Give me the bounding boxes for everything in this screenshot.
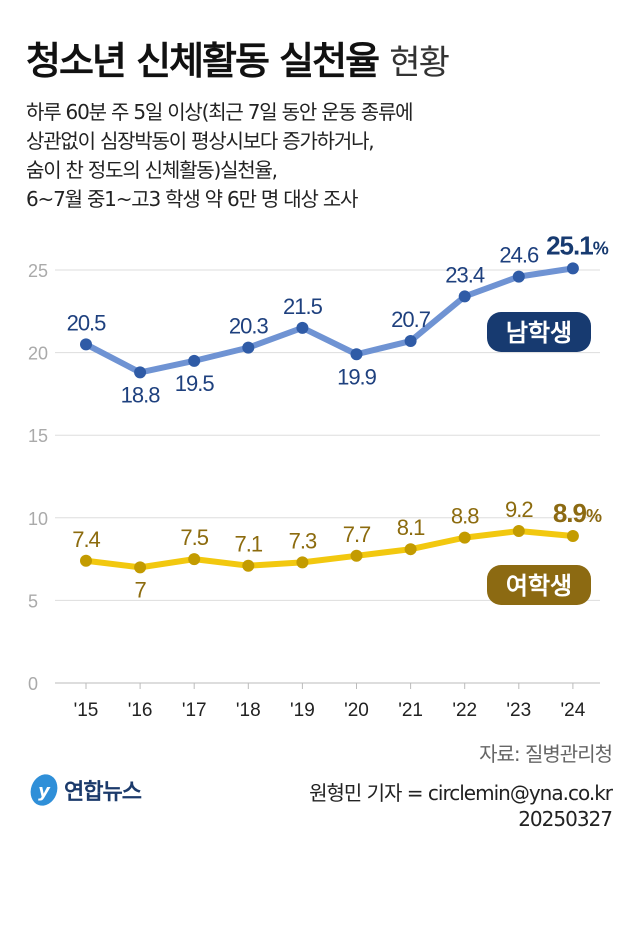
credit: 원형민 기자 = circlemin@yna.co.kr 20250327: [309, 781, 613, 831]
legend-label: 여학생: [506, 572, 572, 600]
y-tick-label: 5: [28, 591, 38, 611]
data-label: 7.4: [72, 527, 100, 552]
data-point: [80, 554, 92, 567]
date: 20250327: [518, 807, 613, 831]
chart-subtitle: 하루 60분 주 5일 이상(최근 7일 동안 운동 종류에 상관없이 심장박동…: [26, 98, 414, 214]
data-point: [350, 348, 363, 361]
data-label: 18.8: [121, 382, 161, 407]
x-tick-label: '20: [344, 700, 369, 721]
data-label: 20.7: [391, 307, 431, 332]
data-point: [134, 366, 147, 379]
chart-title: 청소년 신체활동 실천율 현황: [26, 39, 450, 83]
data-label: 8.1: [397, 515, 425, 540]
data-point: [458, 290, 471, 303]
series-line-1: [85, 528, 574, 571]
data-label: 20.3: [229, 314, 269, 339]
logo-icon: y: [30, 774, 58, 806]
data-point: [566, 262, 579, 275]
series-line-0: [84, 265, 574, 376]
x-tick-label: '19: [290, 700, 315, 721]
data-label: 19.9: [337, 364, 377, 389]
data-point: [512, 270, 525, 283]
x-tick-label: '16: [128, 700, 153, 721]
legend-badge: [487, 312, 591, 352]
data-point: [404, 543, 417, 556]
legend-label: 남학생: [506, 319, 572, 347]
data-point: [296, 321, 309, 334]
y-tick-label: 10: [28, 509, 48, 529]
data-label: 23.4: [445, 262, 485, 287]
data-label: 19.5: [175, 371, 215, 396]
y-tick-label: 15: [28, 426, 48, 446]
data-point: [296, 556, 309, 569]
x-tick-label: '23: [506, 700, 531, 721]
data-point: [242, 341, 255, 354]
data-label: 9.2: [505, 497, 533, 522]
x-tick-label: '15: [74, 700, 99, 721]
subtitle-line: 6~7월 중1~고3 학생 약 6만 명 대상 조사: [26, 187, 358, 211]
data-label: 7.7: [343, 522, 371, 547]
source: 자료: 질병관리청: [479, 742, 613, 766]
data-point: [350, 549, 363, 562]
y-tick-label: 25: [28, 261, 48, 281]
data-label: 7: [134, 577, 146, 602]
line-chart: 0 5 10 15 20 25 '15 '16 '17 '18 '19 '20 '21 '22 '23 '24…: [28, 230, 610, 721]
unit: %: [593, 238, 609, 258]
x-tick-label: '22: [452, 700, 477, 721]
subtitle-line: 하루 60분 주 5일 이상(최근 7일 동안 운동 종류에: [26, 100, 414, 124]
data-label: 21.5: [283, 294, 323, 319]
svg-text:y: y: [38, 781, 51, 802]
data-label: 8.9%: [553, 498, 602, 528]
data-label: 24.6: [499, 243, 539, 268]
yonhap-logo: y 연합뉴스: [28, 772, 142, 808]
subtitle-line: 상관없이 심장박동이 평상시보다 증가하거나,: [26, 129, 375, 153]
x-tick-label: '24: [561, 700, 586, 721]
data-point: [458, 531, 471, 544]
x-tick-label: '21: [398, 700, 423, 721]
data-label: 7.1: [235, 532, 263, 557]
data-point: [188, 553, 201, 566]
data-point: [512, 525, 525, 538]
y-tick-label: 0: [28, 674, 38, 694]
y-tick-label: 20: [28, 344, 48, 364]
data-label: 7.3: [289, 528, 317, 553]
x-tick-label: '18: [236, 700, 261, 721]
data-point: [566, 529, 579, 542]
unit: %: [586, 506, 602, 526]
data-label: 7.5: [180, 525, 208, 550]
subtitle-line: 숨이 찬 정도의 신체활동)실천율,: [26, 158, 278, 182]
data-label: 8.8: [451, 504, 479, 529]
x-tick-label: '17: [182, 700, 207, 721]
data-point: [404, 335, 417, 348]
data-label: 20.5: [67, 310, 107, 335]
legend-badge: [487, 565, 591, 605]
data-point: [134, 561, 147, 574]
data-point: [242, 559, 255, 572]
data-label: 25.1%: [546, 230, 609, 260]
data-point: [80, 338, 92, 351]
data-point: [188, 354, 201, 367]
